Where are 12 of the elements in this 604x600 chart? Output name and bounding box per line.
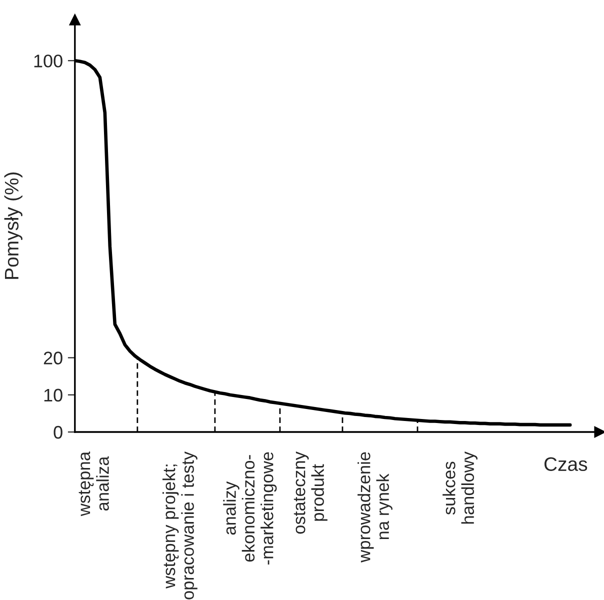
y-axis-title: Pomysły (%) xyxy=(4,172,22,279)
y-tick-label: 0 xyxy=(54,426,62,439)
x-tick-label: wstępny projekt; opracowanie i testy xyxy=(162,451,198,600)
y-tick-label: 20 xyxy=(44,352,62,364)
x-tick-label: ostateczny produkt xyxy=(294,451,328,534)
x-axis-title: Czas xyxy=(544,457,588,472)
y-tick-label: 100 xyxy=(34,54,62,68)
x-tick-label: analizy ekonomiczno- -marketingowe xyxy=(223,452,277,565)
x-tick-label: sukces handlowy xyxy=(442,451,478,524)
y-tick-label: 10 xyxy=(44,388,62,402)
x-tick-label: wstępna analiza xyxy=(78,451,109,516)
x-tick-label: wprowadzenie na rynek xyxy=(358,452,392,562)
